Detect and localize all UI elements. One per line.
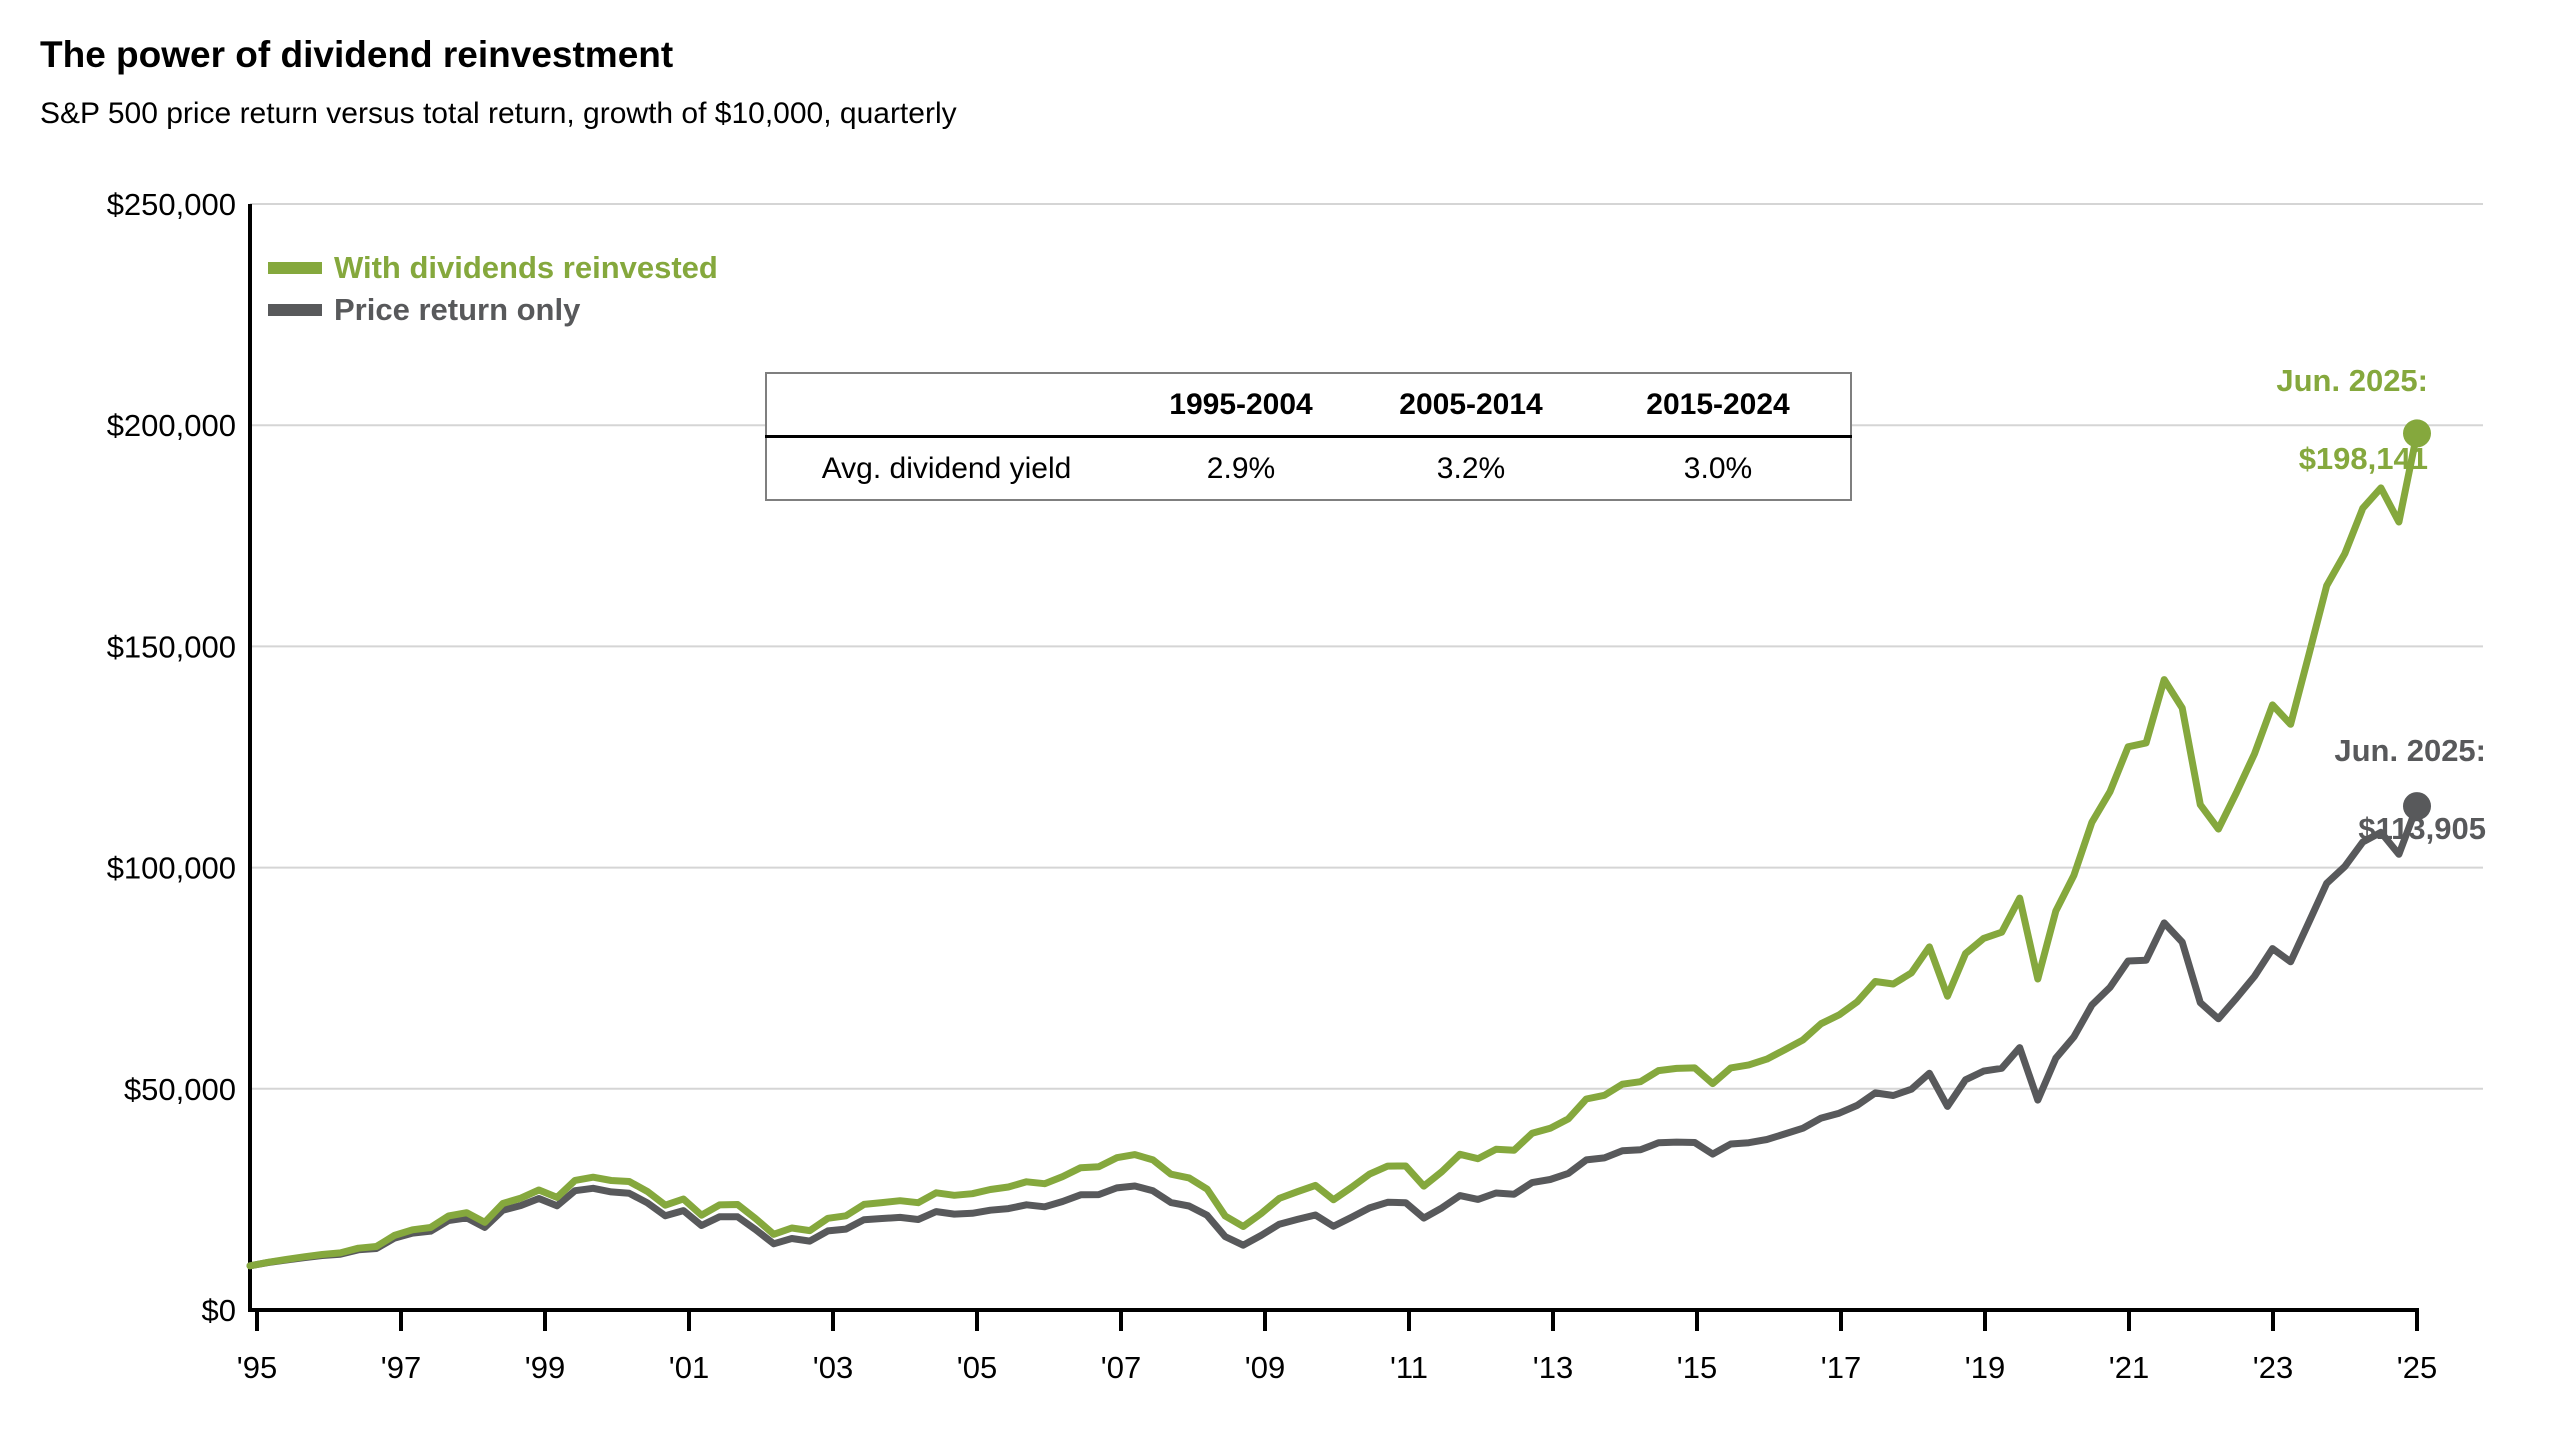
x-axis-label: '19 <box>1965 1350 2005 1385</box>
x-axis-label: '03 <box>813 1350 853 1385</box>
legend-label-price-return: Price return only <box>334 292 581 327</box>
x-axis-label: '17 <box>1821 1350 1861 1385</box>
yield-table-header-2005-2014: 2005-2014 <box>1356 373 1586 438</box>
y-axis-label: $100,000 <box>107 851 236 886</box>
yield-table-header-row: 1995-2004 2005-2014 2015-2024 <box>766 373 1851 438</box>
annotation-price-return: Jun. 2025: $113,905 <box>2334 692 2486 887</box>
yield-value-2015-2024: 3.0% <box>1683 451 1753 485</box>
legend-swatch-gray <box>268 304 322 316</box>
annotation-total-return: Jun. 2025: $198,141 <box>2276 322 2428 517</box>
x-axis-label: '13 <box>1533 1350 1573 1385</box>
x-axis-label: '01 <box>669 1350 709 1385</box>
x-axis-label: '99 <box>525 1350 565 1385</box>
series-end-dot-price-return <box>2403 792 2431 821</box>
x-axis-label: '95 <box>237 1350 277 1385</box>
series-end-dot-total-return <box>2403 419 2431 448</box>
yield-table-header-1995-2004: 1995-2004 <box>1126 373 1356 438</box>
annotation-total-return-value: $198,141 <box>2298 441 2428 476</box>
yield-table-header-empty <box>766 373 1126 438</box>
y-axis-label: $0 <box>202 1293 236 1328</box>
page-subtitle: S&P 500 price return versus total return… <box>40 97 957 130</box>
y-axis-label: $150,000 <box>107 629 236 664</box>
legend-item-price-return: Price return only <box>268 289 718 331</box>
x-axis-label: '25 <box>2397 1350 2437 1385</box>
series-line-price-return <box>246 802 2421 1270</box>
series-line-total-return <box>246 429 2421 1270</box>
chart-legend: With dividends reinvested Price return o… <box>268 247 718 331</box>
dividend-yield-table: 1995-2004 2005-2014 2015-2024 Avg. divid… <box>765 372 1852 501</box>
legend-label-total-return: With dividends reinvested <box>334 250 718 285</box>
annotation-price-return-date: Jun. 2025: <box>2334 733 2486 768</box>
yield-value-1995-2004: 2.9% <box>1206 451 1276 485</box>
x-axis-label: '05 <box>957 1350 997 1385</box>
x-axis-label: '09 <box>1245 1350 1285 1385</box>
x-axis-label: '15 <box>1677 1350 1717 1385</box>
x-axis-label: '21 <box>2109 1350 2149 1385</box>
annotation-price-return-value: $113,905 <box>2358 811 2486 846</box>
x-axis-label: '11 <box>1390 1350 1428 1385</box>
legend-item-total-return: With dividends reinvested <box>268 247 718 289</box>
legend-swatch-green <box>268 262 322 274</box>
yield-table-data-row: Avg. dividend yield 2.9% 3.2% 3.0% <box>766 437 1851 501</box>
x-axis-label: '97 <box>381 1350 421 1385</box>
y-axis-label: $250,000 <box>107 187 236 222</box>
yield-value-2005-2014: 3.2% <box>1436 451 1506 485</box>
y-axis-label: $200,000 <box>107 408 236 443</box>
x-axis-label: '07 <box>1101 1350 1141 1385</box>
yield-table-header-2015-2024: 2015-2024 <box>1586 373 1851 438</box>
yield-table-row-label: Avg. dividend yield <box>821 451 1072 485</box>
x-axis-label: '23 <box>2253 1350 2293 1385</box>
y-axis-label: $50,000 <box>124 1072 236 1107</box>
page-title: The power of dividend reinvestment <box>40 34 674 75</box>
annotation-total-return-date: Jun. 2025: <box>2276 363 2428 398</box>
